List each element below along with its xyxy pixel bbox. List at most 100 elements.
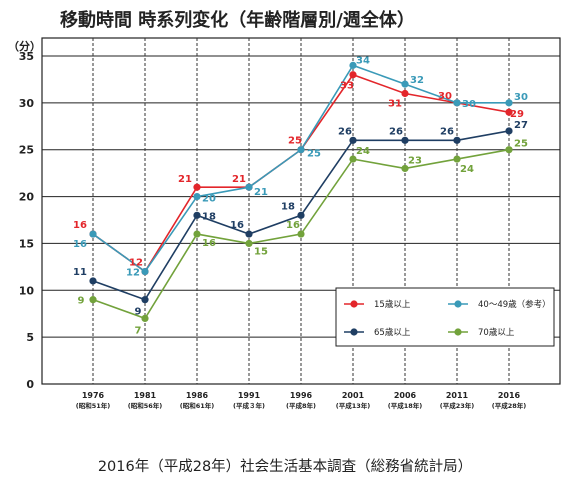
y-tick-label: 25 xyxy=(19,144,34,157)
y-axis-unit-label: （分） xyxy=(8,39,41,53)
data-label: 26 xyxy=(440,126,454,137)
data-label: 11 xyxy=(73,267,87,278)
chart-title: 移動時間 時系列変化（年齢階層別/週全体） xyxy=(60,10,415,31)
data-label: 34 xyxy=(356,55,370,66)
data-label: 33 xyxy=(340,81,354,92)
data-label: 32 xyxy=(410,75,424,86)
data-label: 21 xyxy=(254,187,268,198)
data-label: 24 xyxy=(356,146,370,157)
y-tick-label: 35 xyxy=(19,50,34,63)
x-tick-sublabel: (平成13年) xyxy=(336,401,371,410)
data-point xyxy=(505,127,513,135)
legend-box xyxy=(335,287,555,347)
data-point xyxy=(245,230,253,238)
data-point xyxy=(349,155,357,163)
data-point xyxy=(141,296,149,304)
data-point xyxy=(401,136,409,144)
legend-label: 15歳以上 xyxy=(374,299,411,310)
data-label: 27 xyxy=(514,120,528,131)
x-tick-sublabel: (平成23年) xyxy=(440,401,475,410)
legend-label: 40～49歳（参考） xyxy=(478,299,551,310)
data-point xyxy=(89,230,97,238)
data-point xyxy=(349,71,357,79)
data-point xyxy=(141,267,149,276)
data-label: 18 xyxy=(202,211,216,222)
data-label: 15 xyxy=(254,246,268,257)
data-label: 16 xyxy=(230,220,244,231)
y-tick-label: 10 xyxy=(19,284,35,297)
data-label: 16 xyxy=(202,238,216,249)
x-tick-sublabel: (平成8年) xyxy=(286,401,316,410)
data-point xyxy=(349,61,357,69)
data-label: 18 xyxy=(281,201,295,212)
data-label: 29 xyxy=(510,109,524,120)
data-label: 21 xyxy=(232,174,246,185)
x-tick-label: 1981 xyxy=(134,391,157,400)
x-tick-label: 1991 xyxy=(238,391,261,400)
data-label: 12 xyxy=(126,268,140,279)
x-tick-label: 1986 xyxy=(186,391,209,400)
data-point xyxy=(401,80,409,88)
y-tick-label: 15 xyxy=(19,237,34,250)
data-point xyxy=(453,136,461,144)
grid-lines xyxy=(41,37,561,385)
legend-label: 65歳以上 xyxy=(374,327,411,338)
data-point xyxy=(401,89,409,98)
x-tick-sublabel: (昭和61年) xyxy=(180,401,215,410)
data-point xyxy=(141,314,149,322)
data-label: 30 xyxy=(514,92,528,103)
y-tick-label: 5 xyxy=(26,331,34,344)
y-tick-label: 0 xyxy=(26,378,34,391)
data-point xyxy=(453,99,461,107)
data-point xyxy=(245,239,253,248)
data-label: 26 xyxy=(389,126,403,137)
data-point xyxy=(349,136,357,144)
data-label: 12 xyxy=(129,258,143,269)
data-point xyxy=(505,99,513,107)
data-point xyxy=(193,192,201,201)
legend-swatch-marker xyxy=(454,328,462,336)
data-label: 30 xyxy=(438,91,452,102)
data-point xyxy=(297,211,305,219)
data-label: 25 xyxy=(514,139,528,150)
y-axis-ticks: 0 5 10 15 20 25 30 35 xyxy=(19,50,35,391)
legend-swatch-marker xyxy=(350,300,358,308)
y-tick-label: 20 xyxy=(19,191,35,204)
data-label: 7 xyxy=(135,325,142,336)
legend-swatch-marker xyxy=(454,300,462,308)
x-axis-ticks: 1976(昭和51年)1981(昭和56年)1986(昭和61年)1991(平成… xyxy=(76,391,527,410)
data-point xyxy=(245,183,253,191)
x-tick-sublabel: (平成３年) xyxy=(233,401,265,410)
data-point xyxy=(297,146,305,154)
data-label: 21 xyxy=(178,174,192,185)
data-label: 9 xyxy=(135,307,142,318)
x-tick-label: 1976 xyxy=(82,391,105,400)
data-label: 31 xyxy=(388,98,402,109)
data-label: 9 xyxy=(78,296,85,307)
data-point xyxy=(193,211,201,219)
data-point xyxy=(505,108,513,116)
source-caption: 2016年（平成28年）社会生活基本調査（総務省統計局） xyxy=(97,459,473,475)
x-tick-label: 2001 xyxy=(342,391,365,400)
data-label: 30 xyxy=(462,99,476,110)
data-label: 16 xyxy=(73,239,87,250)
data-point xyxy=(297,230,305,238)
x-tick-sublabel: (昭和51年) xyxy=(76,401,111,410)
data-point xyxy=(505,146,513,154)
data-point xyxy=(193,183,201,191)
x-tick-label: 2006 xyxy=(394,391,417,400)
data-label: 24 xyxy=(460,164,474,175)
data-label: 25 xyxy=(288,136,302,147)
legend-label: 70歳以上 xyxy=(478,327,515,338)
data-point xyxy=(401,164,409,173)
y-tick-label: 30 xyxy=(19,97,35,110)
data-labels: 16 12 21 21 25 33 31 30 29 16 12 20 21 25 34 32 30 30 11 9 1… xyxy=(73,55,528,336)
data-label: 20 xyxy=(202,194,216,205)
legend-swatch-marker xyxy=(350,328,358,336)
x-tick-label: 1996 xyxy=(290,391,313,400)
x-tick-label: 2016 xyxy=(498,391,521,400)
x-tick-sublabel: (平成28年) xyxy=(492,401,527,410)
data-label: 16 xyxy=(286,220,300,231)
data-label: 26 xyxy=(338,126,352,137)
